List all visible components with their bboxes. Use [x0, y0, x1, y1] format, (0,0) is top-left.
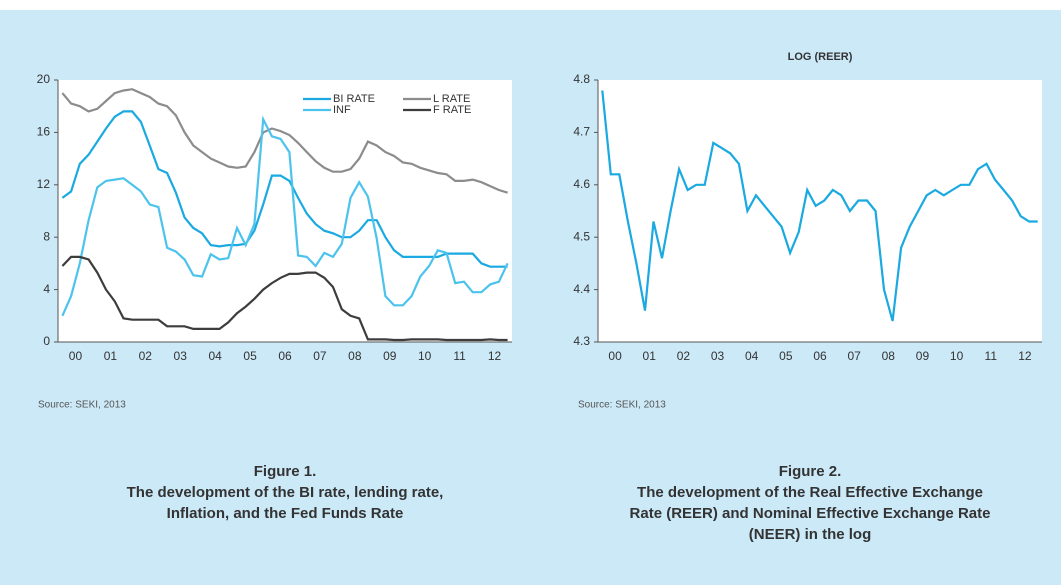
x-tick-label: 07: [847, 349, 861, 363]
y-tick-label: 4.3: [573, 334, 590, 348]
legend-label: L RATE: [433, 93, 470, 105]
y-tick-label: 12: [37, 177, 51, 191]
x-tick-label: 12: [488, 349, 502, 363]
legend-label: INF: [333, 104, 351, 116]
x-tick-label: 00: [608, 349, 622, 363]
y-tick-label: 4.4: [573, 282, 590, 296]
y-tick-label: 16: [37, 125, 51, 139]
caption-line: Figure 1.: [254, 463, 317, 480]
x-tick-label: 06: [813, 349, 827, 363]
plot-area: [58, 80, 512, 342]
x-tick-label: 01: [104, 349, 118, 363]
chart-title: LOG (REER): [788, 51, 853, 63]
x-tick-label: 10: [950, 349, 964, 363]
x-tick-label: 04: [208, 349, 222, 363]
series-line: [61, 88, 508, 194]
x-tick-label: 09: [383, 349, 397, 363]
x-tick-label: 08: [348, 349, 362, 363]
x-tick-label: 03: [711, 349, 725, 363]
y-tick-label: 4.8: [573, 72, 590, 86]
x-tick-label: 04: [745, 349, 759, 363]
plot-area: [598, 80, 1042, 342]
x-tick-label: 05: [779, 349, 793, 363]
caption-line: Inflation, and the Fed Funds Rate: [167, 505, 404, 522]
y-tick-label: 8: [43, 229, 50, 243]
series-line: [61, 115, 509, 317]
caption-line: The development of the Real Effective Ex…: [637, 484, 983, 501]
caption-line: Figure 2.: [779, 463, 842, 480]
x-tick-label: 09: [916, 349, 930, 363]
caption-line: Rate (REER) and Nominal Effective Exchan…: [630, 505, 991, 522]
x-tick-label: 08: [882, 349, 896, 363]
legend-label: F RATE: [433, 104, 471, 116]
x-tick-label: 11: [985, 349, 998, 363]
y-tick-label: 20: [37, 72, 51, 86]
x-tick-label: 06: [278, 349, 292, 363]
y-tick-label: 4.5: [573, 229, 590, 243]
series-line: [601, 90, 1038, 322]
x-tick-label: 05: [243, 349, 257, 363]
legend-label: BI RATE: [333, 93, 375, 105]
source: Source: SEKI, 2013: [578, 400, 666, 411]
x-tick-label: 07: [313, 349, 327, 363]
caption-line: The development of the BI rate, lending …: [127, 484, 444, 501]
x-tick-label: 12: [1018, 349, 1032, 363]
series-line: [61, 255, 508, 342]
y-tick-label: 4: [43, 282, 50, 296]
x-tick-label: 02: [139, 349, 153, 363]
source: Source: SEKI, 2013: [38, 400, 126, 411]
x-tick-label: 03: [174, 349, 188, 363]
y-tick-label: 4.7: [573, 125, 590, 139]
y-tick-label: 0: [43, 334, 50, 348]
x-tick-label: 02: [677, 349, 691, 363]
x-tick-label: 00: [69, 349, 83, 363]
y-tick-label: 4.6: [573, 177, 590, 191]
x-tick-label: 11: [453, 349, 466, 363]
x-tick-label: 10: [418, 349, 432, 363]
x-tick-label: 01: [643, 349, 657, 363]
caption-line: (NEER) in the log: [749, 526, 872, 543]
